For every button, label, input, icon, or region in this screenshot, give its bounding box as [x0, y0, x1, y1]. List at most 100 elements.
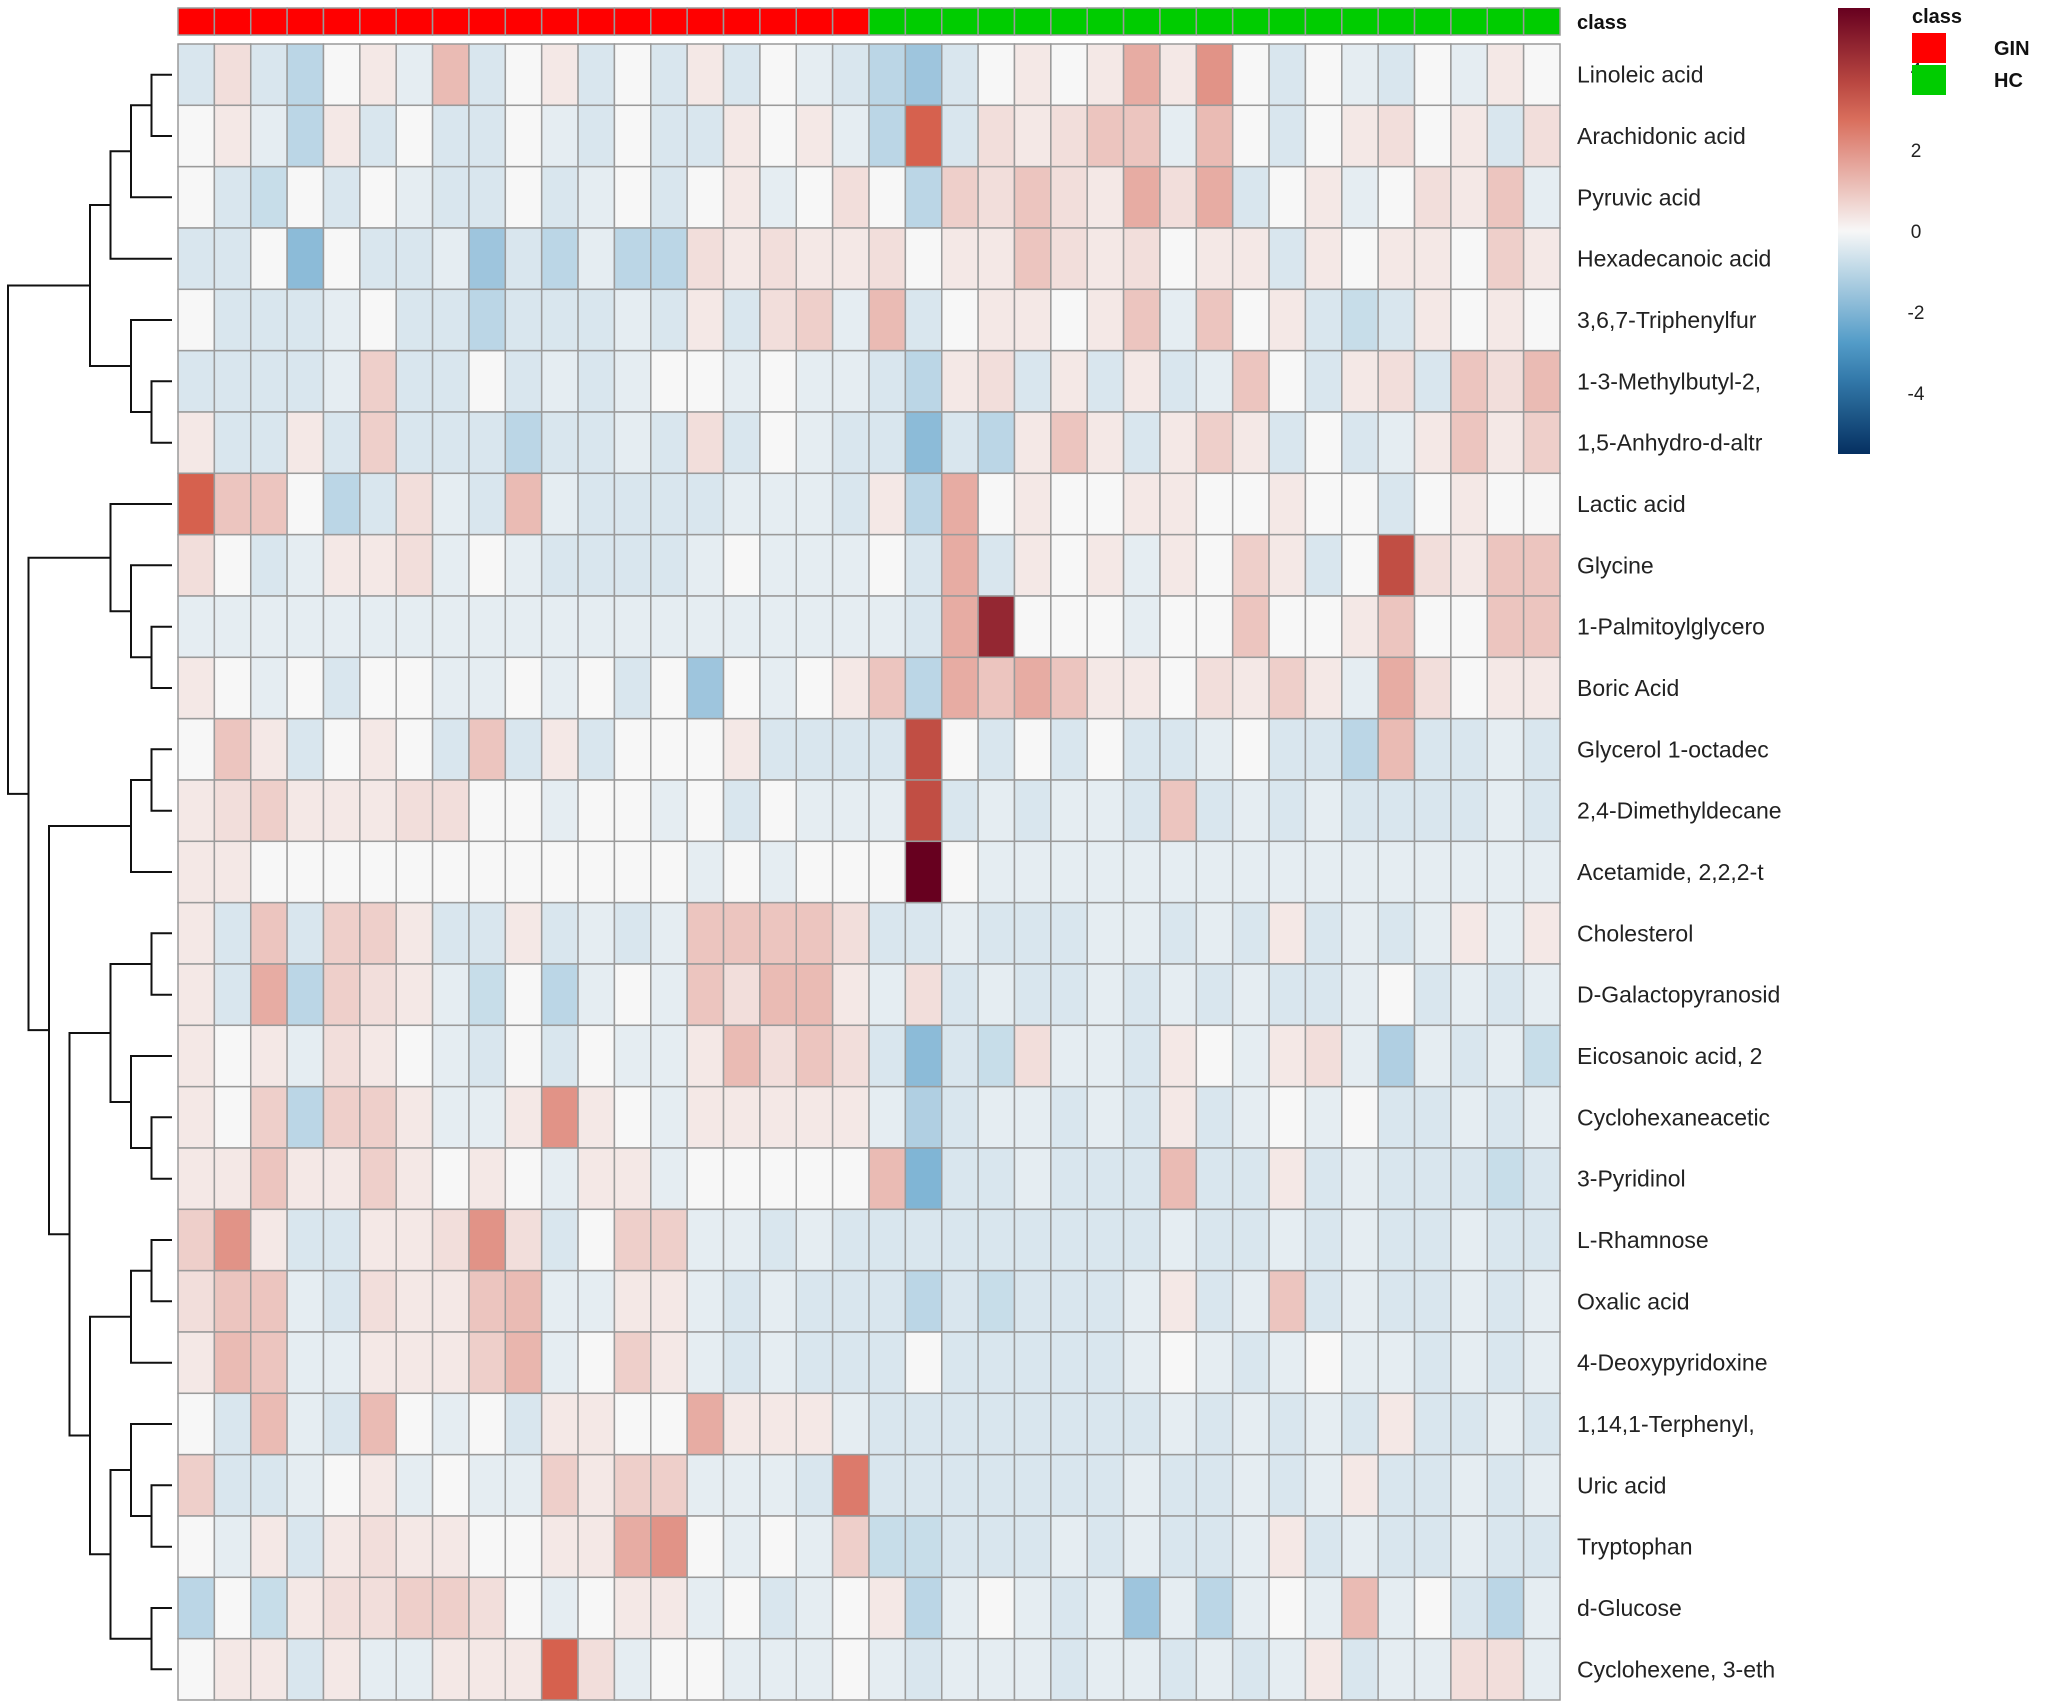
heatmap-cell: [213, 43, 252, 107]
heatmap-cell: [650, 472, 688, 536]
heatmap-cell: [431, 533, 470, 597]
heatmap-cell: [904, 1453, 943, 1517]
heatmap-cell: [650, 288, 688, 352]
class-bar-cell: [1086, 7, 1125, 36]
heatmap-cell: [1013, 1515, 1052, 1579]
class-bar-cell: [322, 7, 361, 36]
heatmap-cell: [1231, 472, 1270, 536]
heatmap-cell: [1086, 43, 1125, 107]
heatmap-cell: [577, 656, 616, 720]
heatmap-cell: [1304, 1024, 1343, 1088]
heatmap-cell: [1341, 533, 1379, 597]
heatmap-cell: [831, 717, 870, 781]
heatmap-cell: [1377, 533, 1416, 597]
heatmap-cell: [1304, 656, 1343, 720]
heatmap-cell: [540, 1576, 579, 1640]
heatmap-cell: [1268, 472, 1307, 536]
heatmap-cell: [468, 656, 507, 720]
dendrogram-branch: [150, 932, 172, 996]
heatmap-cell: [904, 1024, 943, 1088]
heatmap-cell: [1413, 1331, 1452, 1395]
heatmap-cell: [1050, 1637, 1088, 1701]
row-label: Cyclohexene, 3-eth: [1577, 1656, 1775, 1682]
heatmap-cell: [1013, 595, 1052, 659]
heatmap-cell: [977, 349, 1016, 413]
row-label: Tryptophan: [1577, 1534, 1693, 1560]
heatmap-cell: [1231, 1331, 1270, 1395]
heatmap-cell: [977, 472, 1016, 536]
heatmap-cell: [722, 1515, 761, 1579]
heatmap-cell: [650, 411, 688, 475]
heatmap-cell: [322, 1637, 361, 1701]
heatmap-cell: [286, 411, 325, 475]
row-label: Cholesterol: [1577, 920, 1693, 946]
heatmap-cell: [213, 1392, 252, 1456]
heatmap-cell: [1195, 1331, 1234, 1395]
heatmap-cell: [759, 349, 798, 413]
heatmap-cell: [1086, 656, 1125, 720]
class-bar-cell: [395, 7, 434, 36]
heatmap-cell: [322, 288, 361, 352]
row-label: 3,6,7-Triphenylfur: [1577, 307, 1757, 333]
heatmap-cell: [322, 1269, 361, 1333]
heatmap-cell: [1341, 963, 1379, 1027]
heatmap-cell: [977, 1576, 1016, 1640]
class-legend-swatch: [1912, 65, 1946, 95]
heatmap-cell: [650, 595, 688, 659]
heatmap-cell: [1086, 840, 1125, 904]
heatmap-cell: [468, 1208, 507, 1272]
heatmap-cell: [1159, 165, 1198, 229]
heatmap-cell: [359, 165, 397, 229]
heatmap-cell: [468, 1085, 507, 1149]
heatmap-cell: [1159, 533, 1198, 597]
dendrogram-branch: [109, 150, 172, 260]
heatmap-cell: [1122, 1637, 1161, 1701]
heatmap-cell: [940, 288, 979, 352]
heatmap-cell: [722, 1453, 761, 1517]
heatmap-cell: [577, 1269, 616, 1333]
heatmap-cell: [431, 1024, 470, 1088]
heatmap-cell: [650, 1269, 688, 1333]
heatmap-cell: [359, 411, 397, 475]
heatmap-cell: [1304, 1515, 1343, 1579]
heatmap-cell: [1195, 227, 1234, 291]
heatmap-cell: [831, 1147, 870, 1211]
heatmap-cell: [1159, 717, 1198, 781]
heatmap-cell: [904, 1576, 943, 1640]
heatmap-cell: [795, 411, 834, 475]
heatmap-cell: [1231, 779, 1270, 843]
heatmap-cell: [504, 1515, 543, 1579]
heatmap-cell: [540, 43, 579, 107]
heatmap-cell: [1231, 227, 1270, 291]
heatmap-cell: [722, 1269, 761, 1333]
heatmap-cell: [831, 1085, 870, 1149]
heatmap-cell: [504, 901, 543, 965]
heatmap-cell: [468, 1147, 507, 1211]
heatmap-cell: [177, 963, 216, 1027]
heatmap-cell: [1377, 779, 1416, 843]
heatmap-cell: [431, 963, 470, 1027]
heatmap-cell: [1013, 1085, 1052, 1149]
heatmap-cell: [868, 472, 907, 536]
heatmap-cell: [213, 656, 252, 720]
heatmap-cell: [613, 1331, 652, 1395]
heatmap-cell: [359, 963, 397, 1027]
heatmap-cell: [977, 717, 1016, 781]
heatmap-cell: [504, 533, 543, 597]
heatmap-cell: [540, 533, 579, 597]
class-bar-cell: [1195, 7, 1234, 36]
heatmap-cell: [322, 779, 361, 843]
heatmap-cell: [686, 656, 725, 720]
heatmap-cell: [286, 1453, 325, 1517]
heatmap-cell: [213, 227, 252, 291]
heatmap-cell: [177, 165, 216, 229]
heatmap-cell: [1268, 656, 1307, 720]
heatmap-cell: [1013, 288, 1052, 352]
row-label: Arachidonic acid: [1577, 123, 1746, 149]
class-bar-cell: [1231, 7, 1270, 36]
heatmap-cell: [1341, 1269, 1379, 1333]
heatmap-cell: [1122, 840, 1161, 904]
heatmap-cell: [395, 165, 434, 229]
heatmap-cell: [1268, 411, 1307, 475]
heatmap-cell: [1195, 595, 1234, 659]
